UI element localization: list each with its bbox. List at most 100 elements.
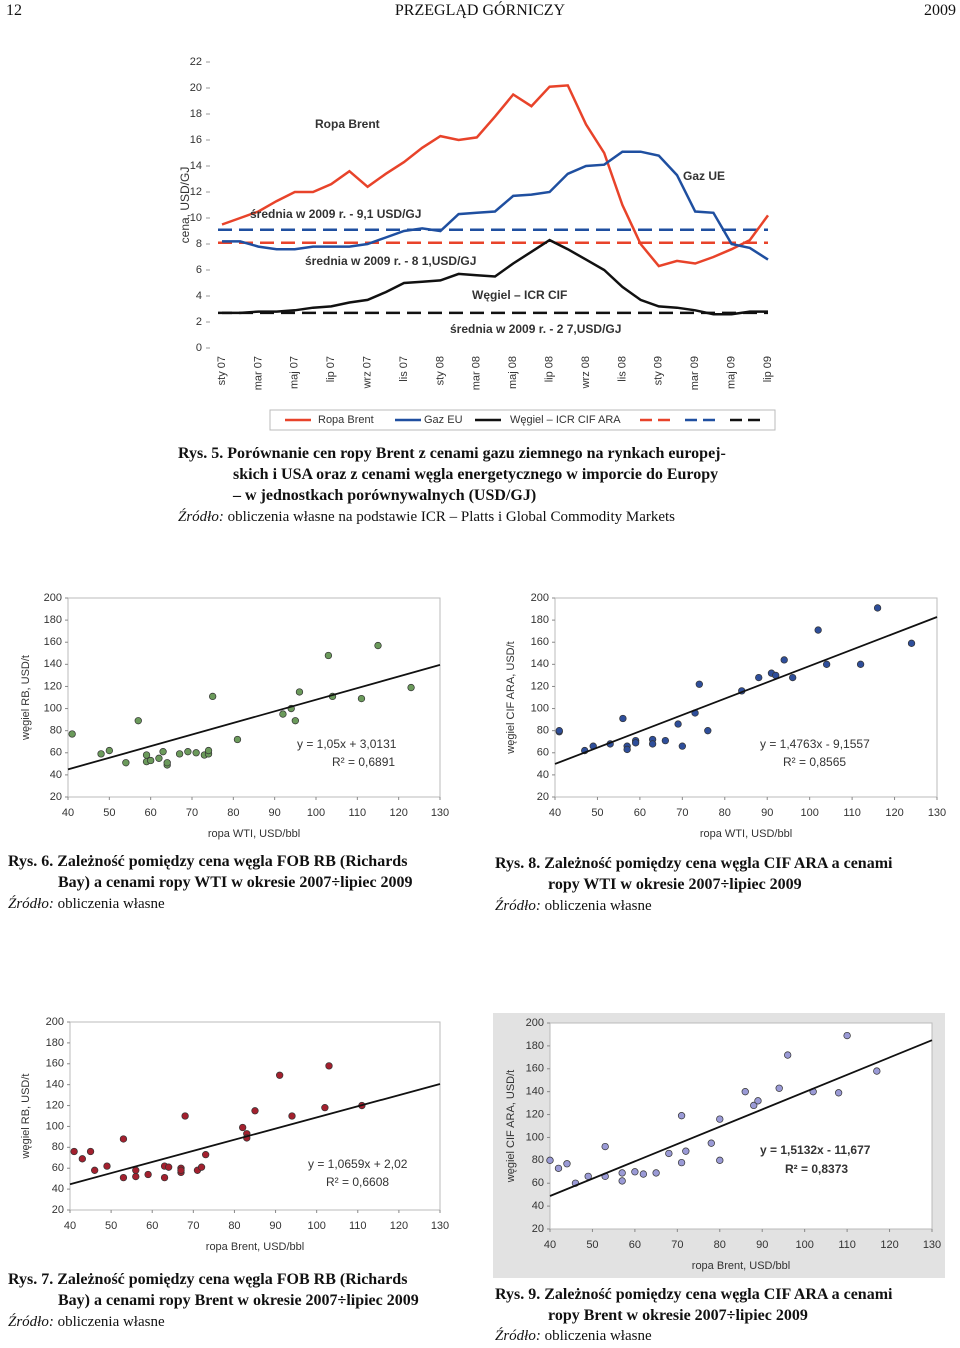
year: 2009 (924, 2, 956, 19)
scatter-point (677, 1158, 686, 1167)
figure-source: Źródło: obliczenia własne na podstawie I… (178, 509, 675, 526)
y-axis-label: węgiel CIF ARA, USD/t (505, 1070, 517, 1183)
scatter-point (716, 1156, 724, 1164)
scatter-point (91, 1166, 99, 1174)
scatter-point (652, 1169, 660, 1177)
scatter-point (907, 639, 916, 647)
scatter-point (873, 1067, 881, 1075)
y-tick-label: 180 (44, 614, 62, 626)
caption-label: Rys. 5. (178, 445, 224, 462)
scatter-point (181, 1112, 189, 1120)
scatter-point (122, 759, 130, 767)
scatter-point (554, 1164, 563, 1172)
y-tick-label: 14 (190, 160, 202, 172)
scatter-point (546, 1156, 554, 1164)
scatter-point (822, 660, 831, 668)
legend-label: Gaz EU (424, 414, 463, 426)
scatter-point (754, 1097, 762, 1105)
scatter-point (119, 1173, 128, 1182)
y-tick-label: 100 (531, 702, 549, 714)
series-line (221, 84, 770, 268)
scatter-point (814, 626, 822, 634)
x-tick-label: sty 07 (216, 356, 228, 385)
y-tick-label: 40 (532, 1200, 544, 1212)
scatter-point (160, 1173, 169, 1182)
y-tick-label: 20 (50, 791, 62, 803)
caption-line: – w jednostkach porównywalnych (USD/GJ) (233, 487, 537, 504)
x-tick-label: 40 (549, 807, 561, 819)
x-tick-label: maj 09 (726, 356, 738, 389)
x-tick-label: 40 (62, 807, 74, 819)
y-tick-label: 20 (52, 1204, 64, 1216)
scatter-point (175, 750, 184, 758)
y-tick-label: 160 (46, 1058, 64, 1070)
caption-line: ropy WTI w okresie 2007÷lipiec 2009 (548, 876, 802, 893)
scatter-point (192, 749, 200, 757)
trend-equation: y = 1,05x + 3,0131 (297, 737, 397, 751)
y-tick-label: 200 (531, 592, 549, 604)
scatter-point (165, 1163, 173, 1171)
scatter-point (291, 717, 299, 725)
scatter-point (325, 1062, 333, 1070)
x-tick-label: maj 08 (507, 356, 519, 389)
trend-r2: R² = 0,8565 (783, 755, 846, 769)
caption-label: Rys. 8. (495, 855, 541, 872)
y-tick-label: 100 (526, 1131, 544, 1143)
trend-r2: R² = 0,8373 (785, 1162, 848, 1176)
chart: 0 2 4 6 8 10 12 14 16 18 20 22 cena, USD/GJ sty 07 mar… (178, 56, 776, 431)
y-axis-label: węgiel CIF ARA, USD/t (505, 641, 517, 754)
x-tick-label: 60 (145, 807, 157, 819)
x-tick-label: 60 (146, 1220, 158, 1232)
journal-title: PRZEGLĄD GÓRNICZY (394, 2, 566, 19)
scatter-point (601, 1142, 609, 1151)
x-tick-label: 80 (228, 1220, 240, 1232)
scatter-point (618, 1177, 626, 1185)
annotation: Ropa Brent (315, 117, 380, 131)
x-tick-label: wrz 08 (580, 356, 592, 389)
y-tick-label: 60 (50, 747, 62, 759)
y-tick-label: 20 (190, 82, 202, 94)
source-label: Źródło: (8, 896, 54, 912)
x-tick-label: 100 (800, 807, 818, 819)
scatter-point (119, 1135, 128, 1143)
legend-box (269, 409, 776, 431)
y-tick-label: 60 (532, 1177, 544, 1189)
scatter-point (618, 1169, 626, 1177)
scatter-point (321, 1103, 329, 1112)
source-text: obliczenia własne (57, 1314, 165, 1330)
x-axis-label: ropa WTI, USD/bbl (700, 828, 792, 840)
y-tick-label: 140 (526, 1086, 544, 1098)
y-axis-label: cena, USD/GJ (178, 167, 192, 244)
scatter-point (678, 742, 686, 750)
y-tick-label: 8 (196, 238, 202, 250)
x-tick-label: 50 (586, 1239, 598, 1251)
trend-equation: y = 1,0659x + 2,02 (308, 1157, 408, 1171)
scatter-point (97, 750, 105, 758)
y-tick-label: 160 (44, 636, 62, 648)
trend-r2: R² = 0,6608 (326, 1175, 389, 1189)
scatter-point (648, 740, 657, 748)
scatter-point (70, 1147, 78, 1156)
caption-line: Zależność pomiędzy cena węgla FOB RB (Ri… (57, 1271, 408, 1288)
scatter-point (631, 739, 640, 747)
source-text: obliczenia własne (544, 898, 652, 914)
caption-line: skich i USA oraz z cenami węgla energety… (233, 466, 719, 483)
y-tick-label: 18 (190, 108, 202, 120)
source-label: Źródło: (495, 1328, 541, 1344)
y-tick-label: 2 (196, 316, 202, 328)
scatter-point (132, 1172, 140, 1181)
source-text: obliczenia własne (544, 1328, 652, 1344)
annotation: średnia w 2009 r. - 8 1,USD/GJ (305, 254, 476, 268)
x-tick-label: 110 (838, 1239, 856, 1251)
scatter-point (132, 1166, 140, 1174)
trend-equation: y = 1,4763x - 9,1557 (760, 737, 870, 751)
x-tick-label: mar 08 (471, 356, 483, 390)
trendline (67, 664, 441, 771)
x-tick-label: 110 (349, 807, 367, 819)
caption-label: Rys. 9. (495, 1286, 541, 1303)
y-tick-label: 6 (196, 264, 202, 276)
